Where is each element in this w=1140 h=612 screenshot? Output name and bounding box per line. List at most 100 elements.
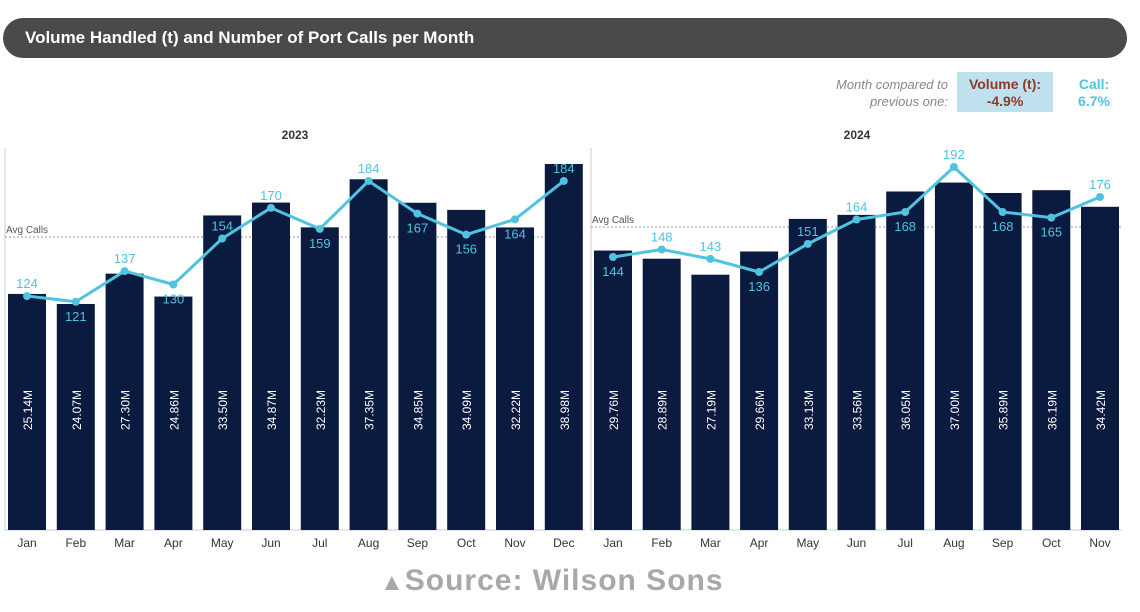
volume-change-label: Volume (t): [968, 76, 1042, 92]
comparison-label-line2: previous one: [869, 94, 948, 109]
volume-bar [788, 218, 827, 530]
calls-point [998, 208, 1007, 216]
x-tick-label: Jun [847, 536, 866, 550]
volume-label: 34.87M [265, 390, 279, 430]
x-tick-label: Nov [1089, 536, 1110, 550]
calls-point [755, 268, 764, 276]
call-change-value: 6.7% [1078, 93, 1110, 109]
volume-bar [496, 227, 534, 530]
volume-bar [544, 163, 583, 531]
volume-bar [56, 303, 95, 530]
volume-bar [740, 251, 779, 530]
calls-label: 136 [748, 279, 770, 294]
volume-label: 27.19M [704, 390, 718, 430]
volume-bar [1032, 190, 1071, 530]
volume-label: 29.76M [607, 390, 621, 430]
volume-label: 35.89M [997, 390, 1011, 430]
calls-label: 184 [553, 161, 575, 176]
calls-label: 192 [943, 147, 965, 162]
volume-bar [642, 258, 681, 530]
volume-bar [398, 202, 437, 531]
volume-label: 32.22M [509, 390, 523, 430]
calls-label: 168 [992, 219, 1014, 234]
volume-change-badge: Volume (t): -4.9% [957, 72, 1053, 112]
x-tick-label: Jun [261, 536, 280, 550]
calls-label: 156 [455, 242, 477, 257]
calls-point [1047, 213, 1056, 222]
calls-point [267, 203, 275, 212]
call-change-label: Call: [1078, 76, 1110, 92]
calls-point [706, 254, 715, 263]
calls-label: 165 [1040, 225, 1062, 240]
calls-point [218, 234, 227, 243]
x-tick-label: Feb [651, 536, 672, 550]
calls-label: 143 [700, 239, 722, 254]
volume-bar [300, 227, 339, 531]
chart-title: Volume Handled (t) and Number of Port Ca… [3, 18, 1127, 58]
volume-label: 25.14M [21, 390, 35, 430]
calls-point [609, 253, 617, 261]
volume-bar [837, 214, 876, 531]
volume-label: 34.42M [1094, 390, 1108, 430]
triangle-icon: ▲ [380, 569, 405, 596]
x-tick-label: Jan [603, 536, 622, 550]
x-tick-label: Dec [553, 536, 574, 550]
volume-label: 36.19M [1045, 390, 1059, 430]
volume-bar [203, 215, 242, 530]
x-tick-label: Apr [750, 536, 769, 550]
volume-label: 29.66M [753, 390, 767, 430]
volume-bar [1081, 206, 1119, 530]
volume-label: 32.23M [314, 390, 328, 430]
x-tick-label: Nov [504, 536, 525, 550]
calls-point [71, 297, 80, 306]
x-tick-label: Mar [700, 536, 721, 550]
x-tick-label: Jul [898, 536, 913, 550]
x-tick-label: Sep [992, 536, 1014, 550]
calls-point [315, 224, 324, 233]
calls-label: 164 [846, 200, 868, 215]
x-tick-label: May [796, 536, 819, 550]
calls-point [1096, 193, 1104, 201]
volume-label: 24.86M [167, 390, 181, 430]
volume-bar [349, 179, 388, 530]
source-text: Source: Wilson Sons [404, 564, 724, 597]
volume-label: 28.89M [656, 390, 670, 430]
x-tick-label: Oct [457, 536, 476, 550]
x-tick-label: Feb [65, 536, 86, 550]
calls-point [901, 208, 910, 216]
calls-label: 124 [16, 276, 38, 291]
calls-label: 148 [651, 230, 673, 245]
volume-bar [447, 209, 486, 530]
volume-label: 34.09M [460, 390, 474, 430]
calls-point [852, 215, 861, 224]
calls-point [364, 176, 373, 185]
volume-label: 34.85M [411, 390, 425, 430]
calls-label: 137 [114, 251, 136, 266]
volume-label: 33.50M [216, 390, 230, 430]
calls-point [462, 230, 471, 239]
volume-bar [8, 293, 46, 530]
x-tick-label: Mar [114, 536, 135, 550]
volume-bar [105, 273, 144, 530]
avg-calls-label: Avg Calls [6, 225, 48, 236]
comparison-label: Month compared to previous one: [836, 76, 948, 110]
calls-label: 159 [309, 236, 331, 251]
calls-point [559, 176, 568, 185]
x-tick-label: Jan [17, 536, 36, 550]
avg-calls-label: Avg Calls [592, 215, 634, 226]
volume-bar [691, 274, 730, 530]
volume-bar [886, 191, 925, 531]
volume-bar [594, 250, 632, 531]
calls-label: 170 [260, 188, 282, 203]
volume-label: 37.35M [363, 390, 377, 430]
volume-bar [154, 296, 193, 530]
calls-label: 168 [894, 219, 916, 234]
panel-title: 2024 [844, 128, 871, 142]
volume-label: 24.07M [70, 390, 84, 430]
volume-label: 38.98M [558, 390, 572, 430]
x-tick-label: May [211, 536, 234, 550]
volume-label: 36.05M [899, 390, 913, 430]
calls-label: 121 [65, 309, 87, 324]
volume-label: 33.13M [802, 390, 816, 430]
